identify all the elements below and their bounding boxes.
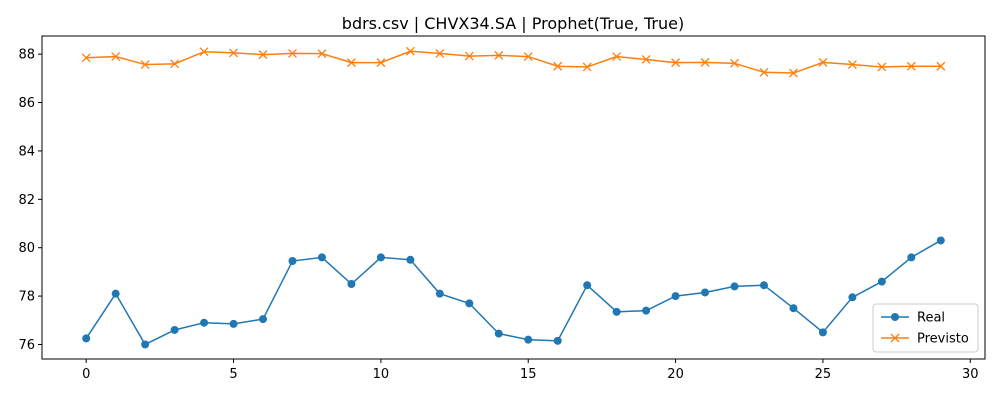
x-tick-label: 5 bbox=[229, 367, 237, 382]
legend-marker bbox=[891, 313, 899, 321]
data-point bbox=[700, 57, 710, 67]
data-point bbox=[582, 62, 592, 72]
data-point bbox=[494, 329, 503, 338]
data-point bbox=[288, 257, 297, 266]
data-point bbox=[524, 335, 533, 344]
data-point bbox=[936, 61, 946, 71]
data-point bbox=[877, 277, 886, 286]
data-point bbox=[730, 58, 739, 68]
x-tick-label: 0 bbox=[82, 367, 90, 382]
data-point bbox=[317, 49, 327, 59]
data-point bbox=[199, 47, 209, 57]
data-point bbox=[907, 253, 916, 262]
y-tick-label: 78 bbox=[18, 290, 35, 305]
data-point bbox=[200, 318, 209, 327]
data-point bbox=[553, 61, 563, 71]
data-point bbox=[376, 253, 385, 262]
data-point bbox=[848, 293, 857, 302]
legend-label: Previsto bbox=[917, 332, 969, 347]
data-point bbox=[346, 58, 356, 68]
data-point bbox=[759, 281, 768, 290]
data-point bbox=[847, 60, 857, 70]
series-line-real bbox=[85, 239, 942, 346]
data-point bbox=[258, 50, 268, 60]
data-point bbox=[464, 51, 474, 61]
x-tick-label: 20 bbox=[667, 367, 684, 382]
data-point bbox=[465, 299, 474, 308]
data-point bbox=[229, 319, 238, 328]
y-tick-label: 84 bbox=[18, 144, 35, 159]
data-point bbox=[789, 304, 798, 313]
plot-area-frame bbox=[41, 35, 986, 360]
legend: Real Previsto bbox=[872, 303, 979, 353]
x-tick-label: 15 bbox=[520, 367, 537, 382]
data-point bbox=[82, 334, 91, 343]
data-point bbox=[877, 62, 887, 72]
data-point bbox=[730, 282, 739, 291]
data-point bbox=[140, 60, 150, 70]
y-tick-label: 82 bbox=[18, 193, 35, 208]
data-point bbox=[553, 336, 562, 345]
data-point bbox=[259, 315, 268, 324]
data-point bbox=[523, 52, 533, 62]
data-point bbox=[671, 292, 680, 301]
series-layer bbox=[81, 46, 946, 349]
data-point bbox=[288, 48, 297, 58]
data-point bbox=[435, 289, 444, 298]
series-real bbox=[82, 236, 945, 349]
y-tick-label: 80 bbox=[18, 241, 35, 256]
data-point bbox=[81, 53, 91, 63]
data-point bbox=[818, 57, 828, 67]
data-point bbox=[612, 307, 621, 316]
data-point bbox=[406, 255, 415, 264]
series-previsto bbox=[81, 46, 946, 78]
data-point bbox=[141, 340, 150, 349]
data-point bbox=[435, 48, 445, 58]
data-point bbox=[642, 306, 651, 315]
data-point bbox=[701, 288, 710, 297]
data-point bbox=[229, 48, 239, 58]
y-tick-label: 76 bbox=[18, 338, 35, 353]
data-point bbox=[818, 328, 827, 337]
data-point bbox=[170, 59, 180, 69]
data-point bbox=[405, 46, 415, 56]
x-tick-label: 25 bbox=[815, 367, 832, 382]
data-point bbox=[317, 253, 326, 262]
legend-label: Real bbox=[917, 311, 945, 326]
data-point bbox=[612, 52, 622, 62]
y-tick-label: 86 bbox=[18, 96, 35, 111]
data-point bbox=[494, 50, 504, 60]
data-point bbox=[788, 68, 798, 78]
data-point bbox=[936, 236, 945, 245]
x-axis: 0 5 10 15 20 25 30 bbox=[82, 359, 979, 382]
y-tick-label: 88 bbox=[18, 48, 35, 63]
data-point bbox=[906, 61, 916, 71]
legend-marker bbox=[890, 333, 900, 343]
data-point bbox=[641, 55, 651, 64]
data-point bbox=[347, 279, 356, 288]
data-point bbox=[111, 52, 121, 62]
data-point bbox=[111, 289, 120, 298]
data-point bbox=[583, 281, 592, 290]
chart-title: bdrs.csv | CHVX34.SA | Prophet(True, Tru… bbox=[342, 14, 684, 33]
data-point bbox=[376, 58, 386, 68]
x-tick-label: 30 bbox=[962, 367, 979, 382]
data-point bbox=[759, 67, 769, 77]
y-axis: 76 78 80 82 84 86 88 bbox=[18, 48, 42, 353]
data-point bbox=[170, 325, 179, 334]
data-point bbox=[671, 58, 681, 68]
x-tick-label: 10 bbox=[373, 367, 390, 382]
series-line-previsto bbox=[86, 50, 941, 74]
legend-box bbox=[872, 303, 979, 353]
